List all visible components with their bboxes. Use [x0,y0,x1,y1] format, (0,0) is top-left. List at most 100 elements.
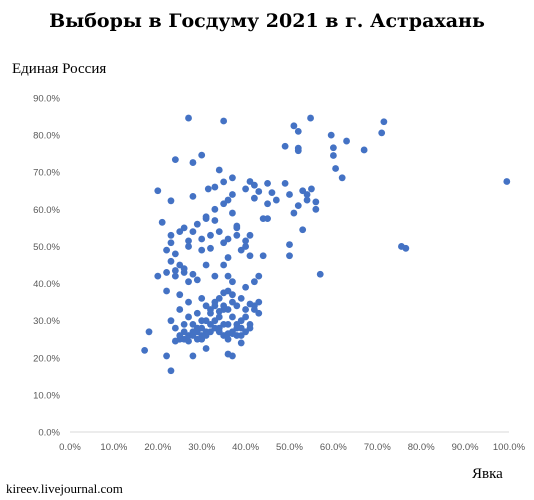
y-tick-label: 80.0% [33,131,60,142]
data-point [246,252,254,260]
data-point [316,270,324,278]
data-point [154,272,162,280]
data-point [402,244,410,252]
chart-title: Выборы в Госдуму 2021 в г. Астрахань [49,10,485,32]
data-point [215,228,223,236]
data-point [338,174,346,182]
data-point [224,330,232,338]
data-point [224,335,232,343]
data-point [255,309,263,317]
data-point [286,241,293,248]
data-point [167,239,175,247]
data-point [246,324,254,332]
data-point [237,246,245,254]
data-point [242,237,250,245]
data-point [360,146,368,154]
data-point [185,278,192,286]
data-point [237,295,245,302]
data-point [189,159,197,166]
data-point [171,337,179,345]
data-point [171,267,179,274]
data-point [198,246,206,254]
data-point [171,324,179,332]
data-point [145,328,153,336]
data-point [204,185,212,193]
data-point [193,309,201,317]
data-point [242,283,250,291]
data-point [237,339,245,347]
x-tick-label: 70.0% [364,442,391,453]
data-point [255,188,263,195]
data-point [167,317,175,325]
data-point [246,231,254,239]
x-tick-label: 30.0% [188,442,215,453]
data-point [229,174,236,182]
data-point [176,291,184,299]
data-point [229,278,236,286]
data-point [185,243,192,250]
data-point [378,129,386,137]
data-point [202,215,210,223]
x-tick-label: 10.0% [100,442,127,453]
data-point [158,218,166,226]
data-point [343,137,350,145]
data-point [290,122,298,130]
y-tick-label: 30.0% [33,316,60,327]
data-point [198,151,206,159]
data-point [189,228,197,236]
data-point [264,215,271,223]
y-tick-label: 0.0% [38,428,60,439]
data-point [229,313,236,321]
data-point [202,345,210,352]
y-tick-label: 20.0% [33,353,60,364]
data-point [229,291,236,299]
data-point [264,200,271,208]
data-point [189,320,197,328]
data-point [272,196,280,204]
data-point [189,192,197,200]
data-point [303,196,311,204]
data-point [220,178,228,186]
data-point [193,220,201,228]
x-tick-label: 50.0% [276,442,303,453]
data-point [211,317,219,325]
data-point [198,295,206,302]
y-tick-label: 50.0% [33,242,60,253]
data-point [171,156,179,164]
data-point [193,276,201,284]
data-point [380,118,388,126]
data-point [202,317,210,325]
y-tick-label: 10.0% [33,390,60,401]
data-point [281,179,289,187]
data-point [141,346,149,354]
data-point [281,142,289,150]
data-point [154,187,162,195]
data-point [250,194,258,202]
data-point [312,205,320,213]
data-point [290,209,298,217]
data-point [198,235,206,243]
data-point [503,178,511,185]
data-point [167,367,175,375]
data-point [242,185,250,193]
data-point [202,261,210,269]
x-axis-label: Явка [472,466,503,482]
data-point [330,152,337,159]
data-point [215,166,223,174]
x-tick-label: 80.0% [408,442,435,453]
data-point [215,324,223,332]
data-point [185,298,192,306]
data-point [163,246,170,254]
data-point [246,300,254,308]
data-point [180,269,188,276]
data-point [215,307,223,315]
data-point [189,332,197,339]
x-tick-label: 90.0% [452,442,479,453]
y-tick-label: 90.0% [33,94,60,105]
data-point [224,254,232,261]
data-point [215,295,223,302]
data-point [211,217,219,224]
data-point [180,320,188,328]
y-tick-label: 60.0% [33,205,60,216]
